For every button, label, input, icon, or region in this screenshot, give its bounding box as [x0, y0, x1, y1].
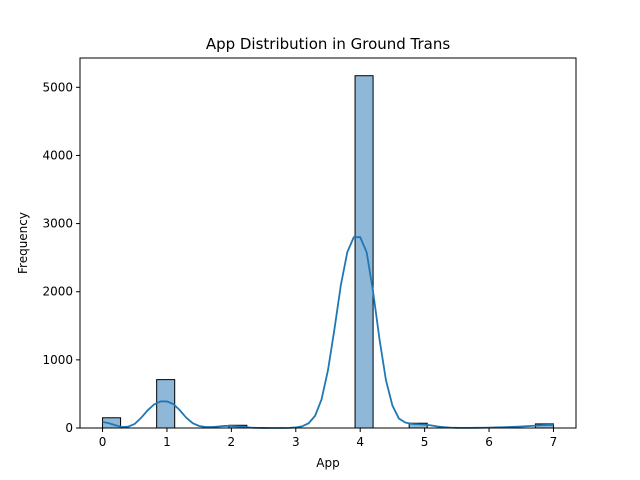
y-tick-label: 2000: [42, 285, 73, 299]
y-axis-label: Frequency: [16, 212, 30, 274]
x-tick-label: 1: [163, 435, 171, 449]
chart-title: App Distribution in Ground Trans: [206, 35, 451, 53]
y-tick-label: 5000: [42, 80, 73, 94]
x-tick-label: 6: [485, 435, 493, 449]
y-tick-label: 4000: [42, 148, 73, 162]
x-tick-label: 3: [292, 435, 300, 449]
y-tick-label: 3000: [42, 217, 73, 231]
x-tick-label: 4: [356, 435, 364, 449]
x-tick-label: 2: [228, 435, 236, 449]
x-axis-ticks: 0 1 2 3 4 5 6 7: [99, 428, 558, 449]
x-tick-label: 5: [421, 435, 429, 449]
y-tick-label: 1000: [42, 353, 73, 367]
plot-frame: [79, 57, 577, 429]
y-axis-ticks: 0 1000 2000 3000 4000 5000: [42, 80, 80, 435]
x-tick-label: 7: [550, 435, 558, 449]
histogram-bar: [354, 75, 374, 429]
x-tick-label: 0: [99, 435, 107, 449]
x-axis-label: App: [316, 456, 339, 470]
y-tick-label: 0: [65, 421, 73, 435]
